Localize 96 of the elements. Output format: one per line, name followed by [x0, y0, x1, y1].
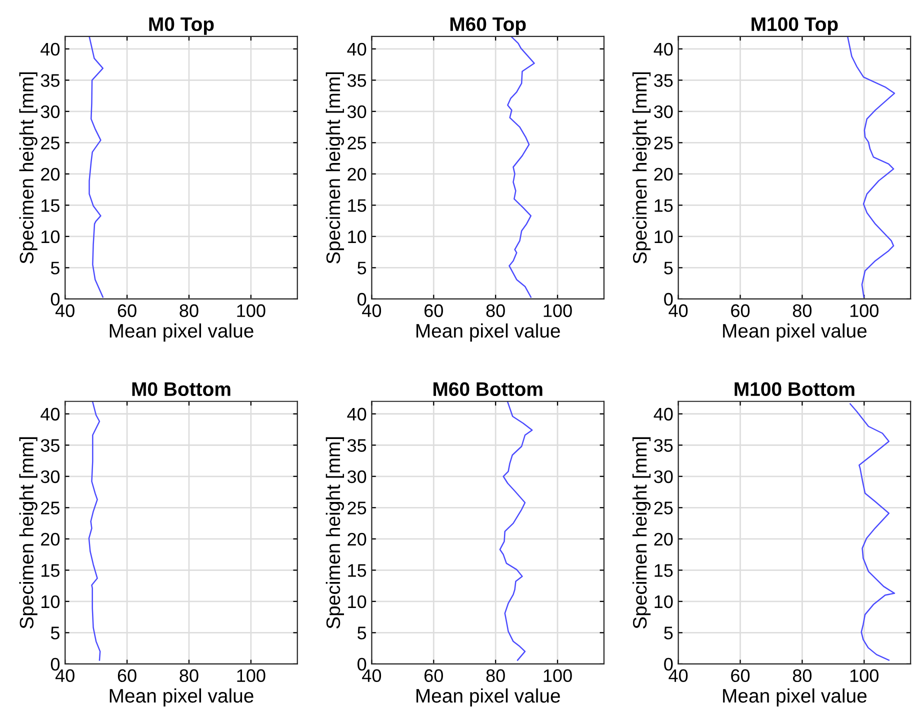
- y-tick-label: 25: [348, 136, 366, 150]
- y-axis-title: Specimen height [mm]: [326, 72, 344, 264]
- y-tick-label: 5: [358, 262, 366, 274]
- line-series: [850, 403, 896, 661]
- y-tick-label: 10: [654, 230, 673, 244]
- y-tick-label: 25: [41, 502, 60, 514]
- y-tick-label: 10: [42, 230, 60, 244]
- y-tick-label: 15: [348, 564, 366, 577]
- y-tick-label: 20: [41, 168, 60, 181]
- x-tick-label: 60: [118, 304, 136, 318]
- y-tick-label: 0: [358, 292, 366, 306]
- line-series: [499, 401, 533, 661]
- y-tick-label: 30: [347, 470, 366, 484]
- x-tick-label: 80: [180, 669, 198, 682]
- line-series: [88, 401, 101, 661]
- y-tick-label: 10: [654, 595, 673, 608]
- x-axis-title: Mean pixel value: [723, 323, 867, 342]
- y-tick-label: 35: [347, 74, 366, 87]
- x-tick-label: 100: [237, 304, 266, 318]
- x-axis-title: Mean pixel value: [416, 688, 560, 707]
- y-tick-label: 20: [348, 168, 366, 181]
- y-tick-label: 35: [40, 439, 60, 452]
- y-tick-label: 25: [654, 502, 673, 514]
- y-tick-label: 20: [41, 532, 60, 546]
- y-tick-label: 5: [664, 626, 673, 640]
- y-tick-label: 30: [654, 470, 673, 484]
- y-tick-label: 20: [348, 532, 366, 546]
- x-tick-label: 100: [237, 669, 266, 682]
- x-tick-label: 60: [731, 669, 750, 682]
- x-tick-label: 80: [180, 304, 198, 318]
- line-series: [507, 36, 535, 298]
- x-tick-label: 80: [792, 304, 812, 318]
- y-tick-label: 30: [347, 105, 366, 118]
- y-tick-label: 40: [654, 408, 673, 421]
- y-tick-label: 35: [654, 74, 673, 87]
- y-tick-label: 30: [40, 470, 60, 484]
- y-tick-label: 30: [654, 105, 673, 118]
- y-axis-title: Specimen height [mm]: [326, 437, 344, 628]
- y-tick-label: 0: [50, 658, 60, 671]
- y-tick-label: 25: [41, 136, 60, 150]
- chart-title: M60 Bottom: [434, 382, 542, 396]
- x-tick-label: 80: [486, 304, 505, 318]
- y-axis-title: Specimen height [mm]: [19, 437, 38, 628]
- y-tick-label: 0: [664, 292, 673, 306]
- y-tick-label: 40: [347, 408, 366, 421]
- y-tick-label: 10: [348, 595, 366, 608]
- x-tick-label: 80: [486, 669, 505, 682]
- chart-title: M100 Top: [752, 17, 838, 35]
- y-tick-label: 20: [654, 532, 673, 546]
- x-axis-title: Mean pixel value: [416, 323, 560, 342]
- chart-title: M100 Bottom: [734, 382, 854, 396]
- chart-title: M0 Bottom: [132, 382, 230, 396]
- y-tick-label: 35: [40, 74, 60, 87]
- y-tick-label: 25: [348, 502, 366, 514]
- x-tick-label: 60: [424, 669, 443, 682]
- y-tick-label: 10: [42, 595, 60, 608]
- x-axis-title: Mean pixel value: [110, 323, 254, 342]
- line-series: [847, 36, 896, 298]
- x-axis-title: Mean pixel value: [723, 688, 867, 707]
- y-tick-label: 40: [347, 42, 366, 56]
- x-tick-label: 100: [544, 669, 572, 682]
- y-tick-label: 40: [40, 42, 60, 56]
- x-tick-label: 100: [850, 304, 878, 318]
- y-tick-label: 15: [42, 564, 60, 577]
- y-tick-label: 5: [50, 262, 60, 274]
- x-tick-label: 100: [544, 304, 572, 318]
- y-tick-label: 10: [348, 230, 366, 244]
- y-tick-label: 0: [664, 658, 673, 671]
- y-tick-label: 40: [40, 408, 60, 421]
- y-tick-label: 0: [358, 658, 366, 671]
- x-tick-label: 100: [850, 669, 878, 682]
- y-tick-label: 25: [654, 136, 673, 150]
- chart-title: M60 Top: [450, 17, 526, 35]
- y-tick-label: 30: [40, 105, 60, 118]
- y-axis-title: Specimen height [mm]: [19, 72, 38, 264]
- y-tick-label: 0: [50, 292, 60, 306]
- x-tick-label: 60: [731, 304, 750, 318]
- y-tick-label: 35: [654, 439, 673, 452]
- x-tick-label: 60: [424, 304, 443, 318]
- chart-title: M0 Top: [149, 17, 214, 35]
- y-axis-title: Specimen height [mm]: [632, 72, 651, 264]
- x-tick-label: 80: [792, 669, 812, 682]
- y-tick-label: 5: [358, 626, 366, 640]
- line-series: [88, 36, 104, 298]
- y-tick-label: 15: [42, 199, 60, 212]
- y-tick-label: 40: [654, 42, 673, 56]
- x-axis-title: Mean pixel value: [110, 688, 254, 707]
- y-tick-label: 15: [654, 564, 673, 577]
- y-tick-label: 5: [50, 626, 60, 640]
- y-tick-label: 35: [347, 439, 366, 452]
- y-tick-label: 20: [654, 168, 673, 181]
- y-tick-label: 5: [664, 262, 673, 274]
- y-axis-title: Specimen height [mm]: [632, 437, 651, 628]
- x-tick-label: 60: [118, 669, 136, 682]
- y-tick-label: 15: [654, 199, 673, 212]
- y-tick-label: 15: [348, 199, 366, 212]
